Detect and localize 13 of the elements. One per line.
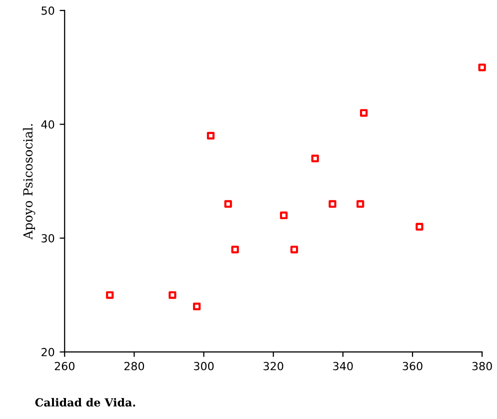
y-tick-label: 50 bbox=[42, 6, 54, 15]
y-tick-label: 40 bbox=[41, 120, 54, 129]
y-tick-label: 30 bbox=[42, 234, 54, 243]
x-axis-title: Calidad de Vida. bbox=[35, 398, 136, 407]
x-tick-label: 360 bbox=[402, 362, 422, 370]
x-tick-label: 260 bbox=[54, 362, 74, 370]
y-axis-title: Apoyo Psicosocial. bbox=[22, 124, 36, 240]
x-tick-label: 380 bbox=[472, 362, 492, 370]
x-tick-label: 340 bbox=[333, 362, 353, 370]
y-tick-label: 20 bbox=[42, 348, 54, 356]
x-tick-label: 300 bbox=[194, 362, 214, 370]
x-tick-label: 320 bbox=[264, 362, 284, 370]
x-tick-label: 280 bbox=[124, 362, 144, 370]
